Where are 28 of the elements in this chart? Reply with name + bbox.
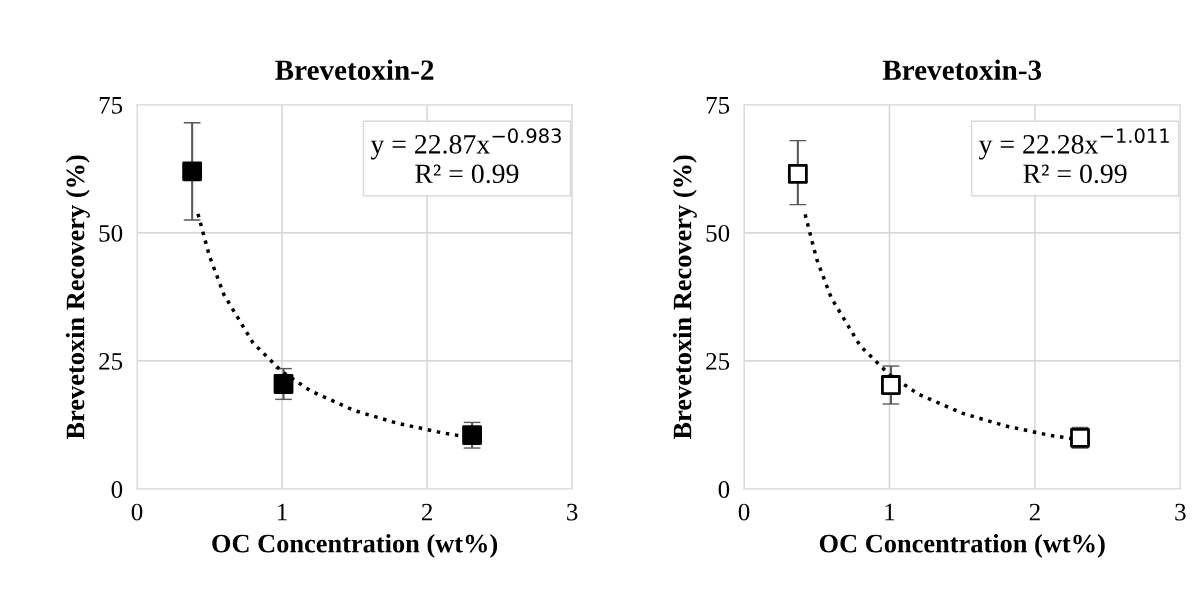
chart-title: Brevetoxin-2 [275, 59, 434, 81]
x-tick-label: 1 [278, 503, 287, 521]
annotation: y = 22.87x$^{−0.983}$ R² = 0.99 [370, 128, 561, 184]
y-tick-label: 50 [99, 224, 123, 242]
point [787, 164, 808, 184]
point [182, 161, 203, 182]
point [273, 374, 294, 394]
x-tick-label: 3 [1175, 503, 1186, 521]
point [881, 375, 901, 395]
chart-title: Brevetoxin-3 [882, 59, 1042, 81]
y-axis-title: Brevetoxin Recovery (%) [65, 155, 90, 440]
annotation: y = 22.28x$^{−1.011}$ R² = 0.99 [978, 128, 1169, 184]
y-tick-label: 75 [99, 97, 123, 114]
x-tick-label: 2 [421, 503, 432, 521]
y-tick-label: 0 [111, 481, 123, 498]
x-tick-label: 2 [1029, 503, 1040, 521]
y-tick-label: 25 [706, 353, 730, 370]
x-axis-title: OC Concentration (wt%) [212, 533, 498, 558]
y-axis-title: Brevetoxin Recovery (%) [672, 155, 697, 440]
y-tick-label: 75 [706, 97, 730, 114]
x-tick-label: 3 [567, 503, 578, 521]
y-tick-label: 50 [706, 224, 730, 242]
x-axis-title: OC Concentration (wt%) [819, 533, 1105, 558]
y-tick-label: 25 [99, 353, 123, 370]
x-tick-label: 0 [738, 503, 750, 521]
x-tick-label: 1 [885, 503, 895, 521]
x-tick-label: 0 [131, 503, 143, 521]
y-tick-label: 0 [718, 481, 730, 498]
